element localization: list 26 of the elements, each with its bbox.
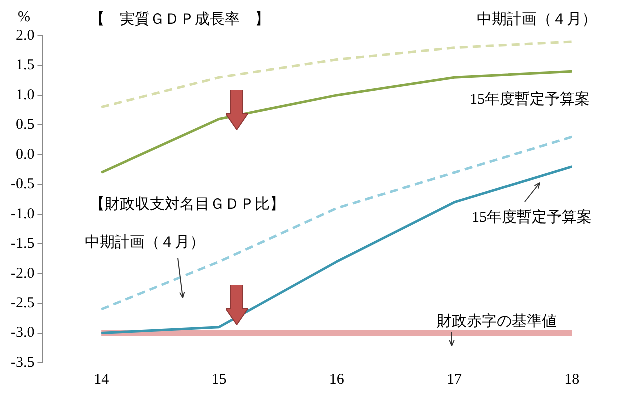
y-tick-label: 0.0 (16, 146, 35, 163)
y-tick-label: -3.5 (10, 354, 35, 371)
series-label: 15年度暫定予算案 (470, 90, 590, 108)
y-tick-label: -0.5 (10, 176, 35, 193)
y-tick-label: -2.5 (10, 295, 35, 312)
annotation: 【財政収支対名目ＧＤＰ比】 (90, 196, 285, 213)
x-tick-label: 16 (329, 372, 345, 388)
series-label: 15年度暫定予算案 (472, 208, 592, 226)
series-label: 中期計画（４月） (85, 234, 205, 251)
y-tick-label: -2.0 (10, 266, 35, 282)
y-axis-title: % (18, 9, 30, 26)
x-tick-label: 17 (447, 372, 463, 388)
y-tick-label: -1.5 (10, 236, 35, 252)
y-tick-label: -1.0 (10, 206, 35, 222)
series-label: 財政赤字の基準値 (437, 312, 557, 330)
line-series (100, 40, 574, 109)
y-tick-label: 2.0 (16, 28, 35, 44)
y-tick-label: 1.5 (16, 58, 35, 74)
y-tick-label: 1.0 (16, 87, 35, 104)
y-tick-label: -3.0 (10, 325, 35, 342)
y-tick-label: 0.5 (16, 117, 35, 134)
x-tick-label: 15 (212, 372, 227, 388)
series-label: 中期計画（４月） (477, 10, 597, 28)
text: 【 実質ＧＤＰ成長率 】 (90, 10, 270, 28)
x-tick-label: 14 (94, 372, 110, 388)
x-tick-label: 18 (564, 372, 580, 388)
